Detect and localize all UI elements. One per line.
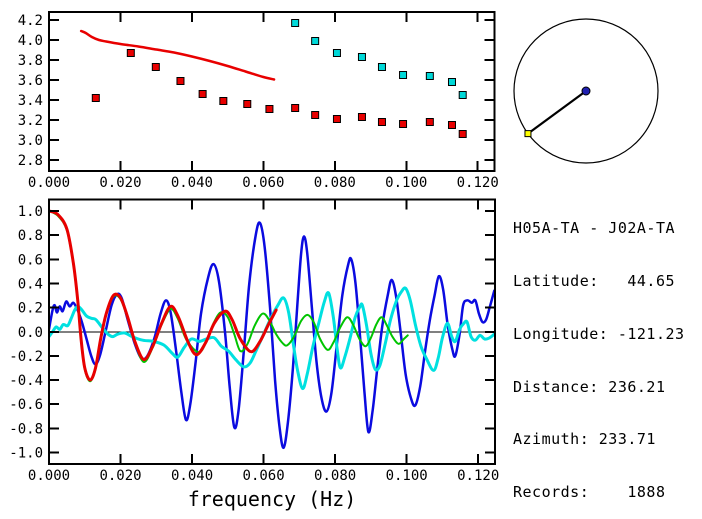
red-square-picks-marker xyxy=(151,63,160,71)
red-square-picks-marker xyxy=(176,77,185,85)
x-tick-label: 0.000 xyxy=(28,175,70,191)
red-square-picks-marker xyxy=(357,113,366,121)
x-tick-label: 0.060 xyxy=(243,468,285,484)
y-tick-label: 3.0 xyxy=(18,133,43,149)
y-tick-label: -0.6 xyxy=(9,397,43,413)
y-tick-label: 0.6 xyxy=(18,252,43,268)
station-latitude: Latitude: 44.65 xyxy=(513,271,676,290)
red-square-picks-marker xyxy=(399,120,408,128)
station-records: Records: 1888 xyxy=(513,483,666,502)
red-square-picks-marker xyxy=(447,121,456,129)
x-tick-label: 0.080 xyxy=(314,175,356,191)
y-tick-label: 0.4 xyxy=(18,276,43,292)
station-longitude: Longitude: -121.23 xyxy=(513,324,685,343)
cyan-square-picks-marker xyxy=(447,78,456,86)
y-tick-label: 0.0 xyxy=(18,325,43,341)
x-tick-label: 0.020 xyxy=(99,175,141,191)
cyan-square-picks-marker xyxy=(357,53,366,61)
y-tick-label: 0.2 xyxy=(18,301,43,317)
cross_spectrum_plot: 0.000 0.020 0.040 0.060 0.080 0.100 0.120 1.0 0.… xyxy=(9,198,499,511)
green-waveform-path xyxy=(49,209,409,383)
x-tick-label: 0.100 xyxy=(385,175,427,191)
red-square-picks-marker xyxy=(198,90,207,98)
x-tick-label: 0.080 xyxy=(314,468,356,484)
y-tick-label: 0.8 xyxy=(18,228,43,244)
cyan-square-picks-marker xyxy=(399,71,408,79)
center-station-dot xyxy=(581,86,591,96)
red-square-picks-marker xyxy=(311,111,320,119)
y-tick-label: -0.4 xyxy=(9,373,43,389)
station-pair-title: H05A-TA - J02A-TA xyxy=(513,219,676,238)
blue-waveform-path xyxy=(49,221,495,449)
red-square-picks-marker xyxy=(126,49,135,57)
cyan-square-picks-marker xyxy=(458,91,467,99)
dispersion_plot: 0.000 0.020 0.040 0.060 0.080 0.100 0.120 2.8 3.… xyxy=(18,11,499,191)
red-square-picks-marker xyxy=(332,115,341,123)
x-axis-title: frequency (Hz) xyxy=(188,487,357,511)
series-group xyxy=(49,209,495,449)
station-azimuth: Azimuth: 233.71 xyxy=(513,430,656,449)
y-tick-label: 3.2 xyxy=(18,113,43,129)
y-tick-label: 3.4 xyxy=(18,93,43,109)
red-square-picks-marker xyxy=(219,97,228,105)
azimuth-line xyxy=(527,90,587,135)
y-tick-label: 1.0 xyxy=(18,204,43,220)
y-tick-label: 4.0 xyxy=(18,33,43,49)
cyan-square-picks-marker xyxy=(291,19,300,27)
x-tick-label: 0.060 xyxy=(242,175,284,191)
red-waveform-path xyxy=(49,209,278,382)
cyan-square-picks-marker xyxy=(377,63,386,71)
x-tick-label: 0.100 xyxy=(386,468,428,484)
reference-dispersion-curve-path xyxy=(79,29,276,81)
y-tick-label: -1.0 xyxy=(9,446,43,462)
cyan-square-picks-marker xyxy=(425,72,434,80)
y-tick-label: -0.2 xyxy=(9,349,43,365)
cyan-waveform-path xyxy=(49,286,495,391)
x-tick-label: 0.120 xyxy=(457,175,499,191)
y-tick-label: 4.2 xyxy=(18,13,43,29)
station-distance: Distance: 236.21 xyxy=(513,377,666,396)
red-square-picks-marker xyxy=(458,130,467,138)
y-tick-label: 3.8 xyxy=(18,53,43,69)
station-info-panel: H05A-TA - J02A-TA Latitude: 44.65 Longit… xyxy=(513,185,685,519)
y-tick-label: 2.8 xyxy=(18,153,43,169)
red-square-picks-marker xyxy=(243,100,252,108)
y-tick-label: 3.6 xyxy=(18,73,43,89)
azimuth-end-marker xyxy=(524,130,532,138)
x-tick-label: 0.000 xyxy=(28,468,70,484)
plot-frame xyxy=(48,11,496,172)
x-tick-label: 0.040 xyxy=(171,468,213,484)
x-tick-label: 0.020 xyxy=(99,468,141,484)
cyan-square-picks-marker xyxy=(332,49,341,57)
y-tick-label: -0.8 xyxy=(9,421,43,437)
red-square-picks-marker xyxy=(265,105,274,113)
x-tick-label: 0.120 xyxy=(457,468,499,484)
azimuth-circle xyxy=(513,18,659,164)
azimuth-panel xyxy=(513,18,659,164)
red-square-picks-marker xyxy=(377,118,386,126)
x-tick-label: 0.040 xyxy=(171,175,213,191)
red-square-picks-marker xyxy=(291,104,300,112)
red-square-picks-marker xyxy=(425,118,434,126)
red-square-picks-marker xyxy=(91,94,100,102)
cyan-square-picks-marker xyxy=(311,37,320,45)
series-group xyxy=(79,19,467,138)
